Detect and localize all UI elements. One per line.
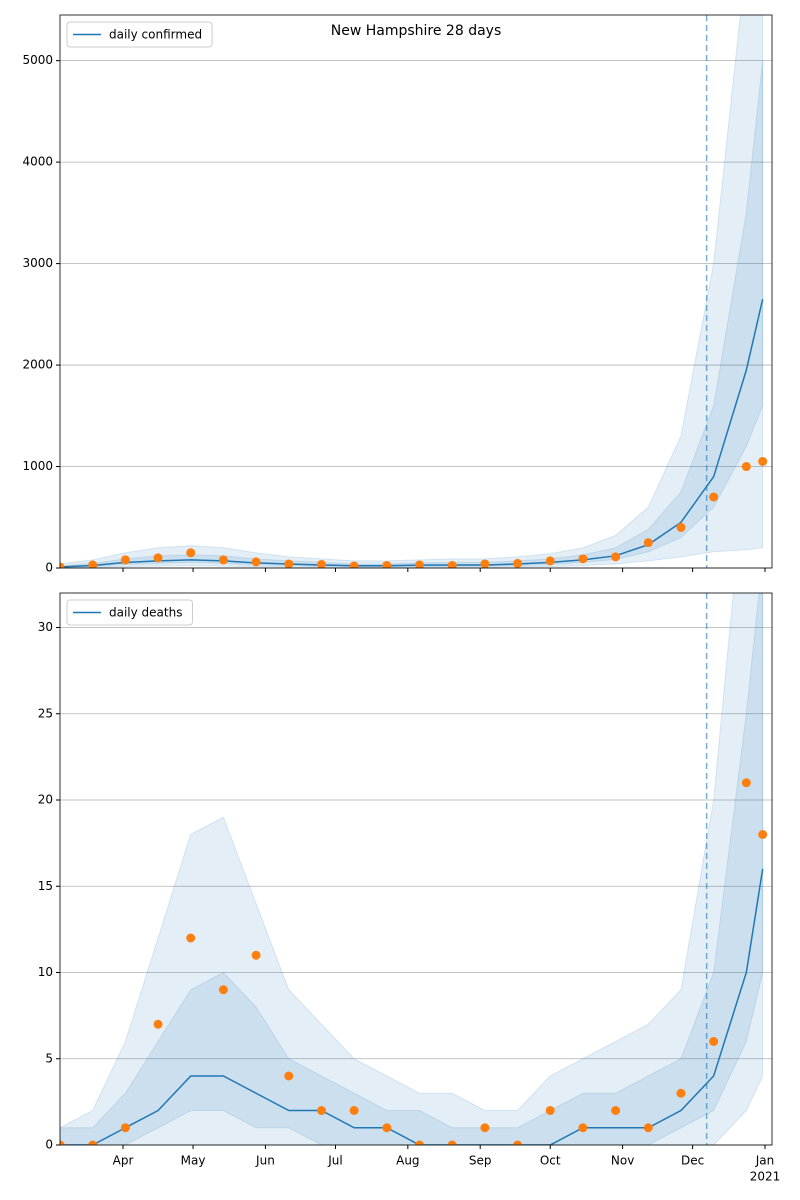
- data-point: [349, 1106, 359, 1115]
- data-point: [611, 552, 621, 562]
- data-point: [186, 548, 196, 558]
- y-tick-label: 2000: [22, 358, 53, 372]
- data-point: [218, 985, 228, 995]
- x-tick-label: Jan: [755, 1154, 775, 1168]
- legend-box: [66, 599, 193, 626]
- y-tick-label: 5: [45, 1051, 53, 1065]
- legend: daily confirmed: [66, 21, 213, 48]
- data-point: [251, 950, 261, 960]
- data-point: [218, 555, 228, 565]
- y-tick-label: 0: [45, 561, 53, 575]
- x-tick-label: Aug: [396, 1154, 419, 1168]
- y-tick-label: 10: [38, 965, 53, 979]
- x-tick-sublabel: 2021: [750, 1170, 781, 1184]
- data-point: [415, 1140, 425, 1145]
- data-point: [741, 462, 751, 472]
- data-point: [251, 557, 261, 567]
- data-point: [578, 1123, 588, 1133]
- y-tick-label: 0: [45, 1138, 53, 1152]
- data-point: [120, 1123, 130, 1133]
- data-point: [480, 1123, 490, 1133]
- data-line: [60, 868, 764, 1145]
- data-point: [676, 1088, 686, 1098]
- axes-frame: [59, 592, 773, 1146]
- data-point: [60, 562, 65, 568]
- y-tick-label: 5000: [22, 53, 53, 67]
- plot-area: [60, 15, 768, 568]
- data-point: [741, 778, 751, 788]
- y-tick-label: 4000: [22, 155, 53, 169]
- data-point: [60, 1140, 65, 1145]
- data-point: [676, 522, 686, 532]
- y-tick-label: 1000: [22, 459, 53, 473]
- data-point: [643, 538, 653, 548]
- y-tick-label: 20: [38, 793, 53, 807]
- data-point: [447, 560, 457, 568]
- data-point: [316, 1106, 326, 1115]
- data-point: [709, 492, 719, 502]
- x-tick-label: Apr: [113, 1154, 134, 1168]
- data-point: [88, 560, 98, 568]
- legend-label: daily deaths: [109, 606, 182, 620]
- band: [60, 60, 764, 568]
- x-tick-label: May: [181, 1154, 206, 1168]
- data-point: [415, 560, 425, 568]
- data-point: [611, 1106, 621, 1115]
- y-tick-label: 30: [38, 620, 53, 634]
- data-point: [643, 1123, 653, 1133]
- data-point: [382, 560, 392, 568]
- data-point: [153, 1019, 163, 1029]
- legend: daily deaths: [66, 599, 193, 626]
- x-tick-label: Jul: [327, 1154, 342, 1168]
- data-point: [709, 1037, 719, 1046]
- data-point: [758, 830, 768, 839]
- data-point: [153, 553, 163, 563]
- y-tick-label: 3000: [22, 256, 53, 270]
- data-point: [513, 558, 523, 568]
- data-point: [186, 933, 196, 943]
- data-point: [316, 559, 326, 568]
- data-point: [578, 554, 588, 564]
- data-point: [349, 561, 359, 568]
- x-tick-label: Dec: [681, 1154, 704, 1168]
- axes-frame: [59, 14, 773, 569]
- y-tick-label: 15: [38, 879, 53, 893]
- data-point: [758, 456, 768, 466]
- x-tick-label: Oct: [540, 1154, 561, 1168]
- band: [60, 15, 764, 568]
- legend-label: daily confirmed: [109, 28, 202, 42]
- data-point: [513, 1140, 523, 1145]
- data-point: [545, 556, 555, 566]
- x-tick-label: Sep: [469, 1154, 492, 1168]
- data-point: [382, 1123, 392, 1133]
- band: [60, 593, 764, 1145]
- band: [60, 593, 764, 1145]
- data-point: [447, 1140, 457, 1145]
- data-point: [480, 559, 490, 568]
- chart-title: New Hampshire 28 days: [331, 23, 502, 39]
- data-point: [120, 555, 130, 565]
- x-tick-label: Nov: [611, 1154, 634, 1168]
- data-point: [284, 559, 294, 568]
- legend-box: [66, 21, 213, 48]
- data-point: [545, 1106, 555, 1115]
- plot-area: [60, 593, 768, 1145]
- data-point: [284, 1071, 294, 1081]
- x-tick-label: Jun: [255, 1154, 275, 1168]
- data-point: [88, 1140, 98, 1145]
- y-tick-label: 25: [38, 706, 53, 720]
